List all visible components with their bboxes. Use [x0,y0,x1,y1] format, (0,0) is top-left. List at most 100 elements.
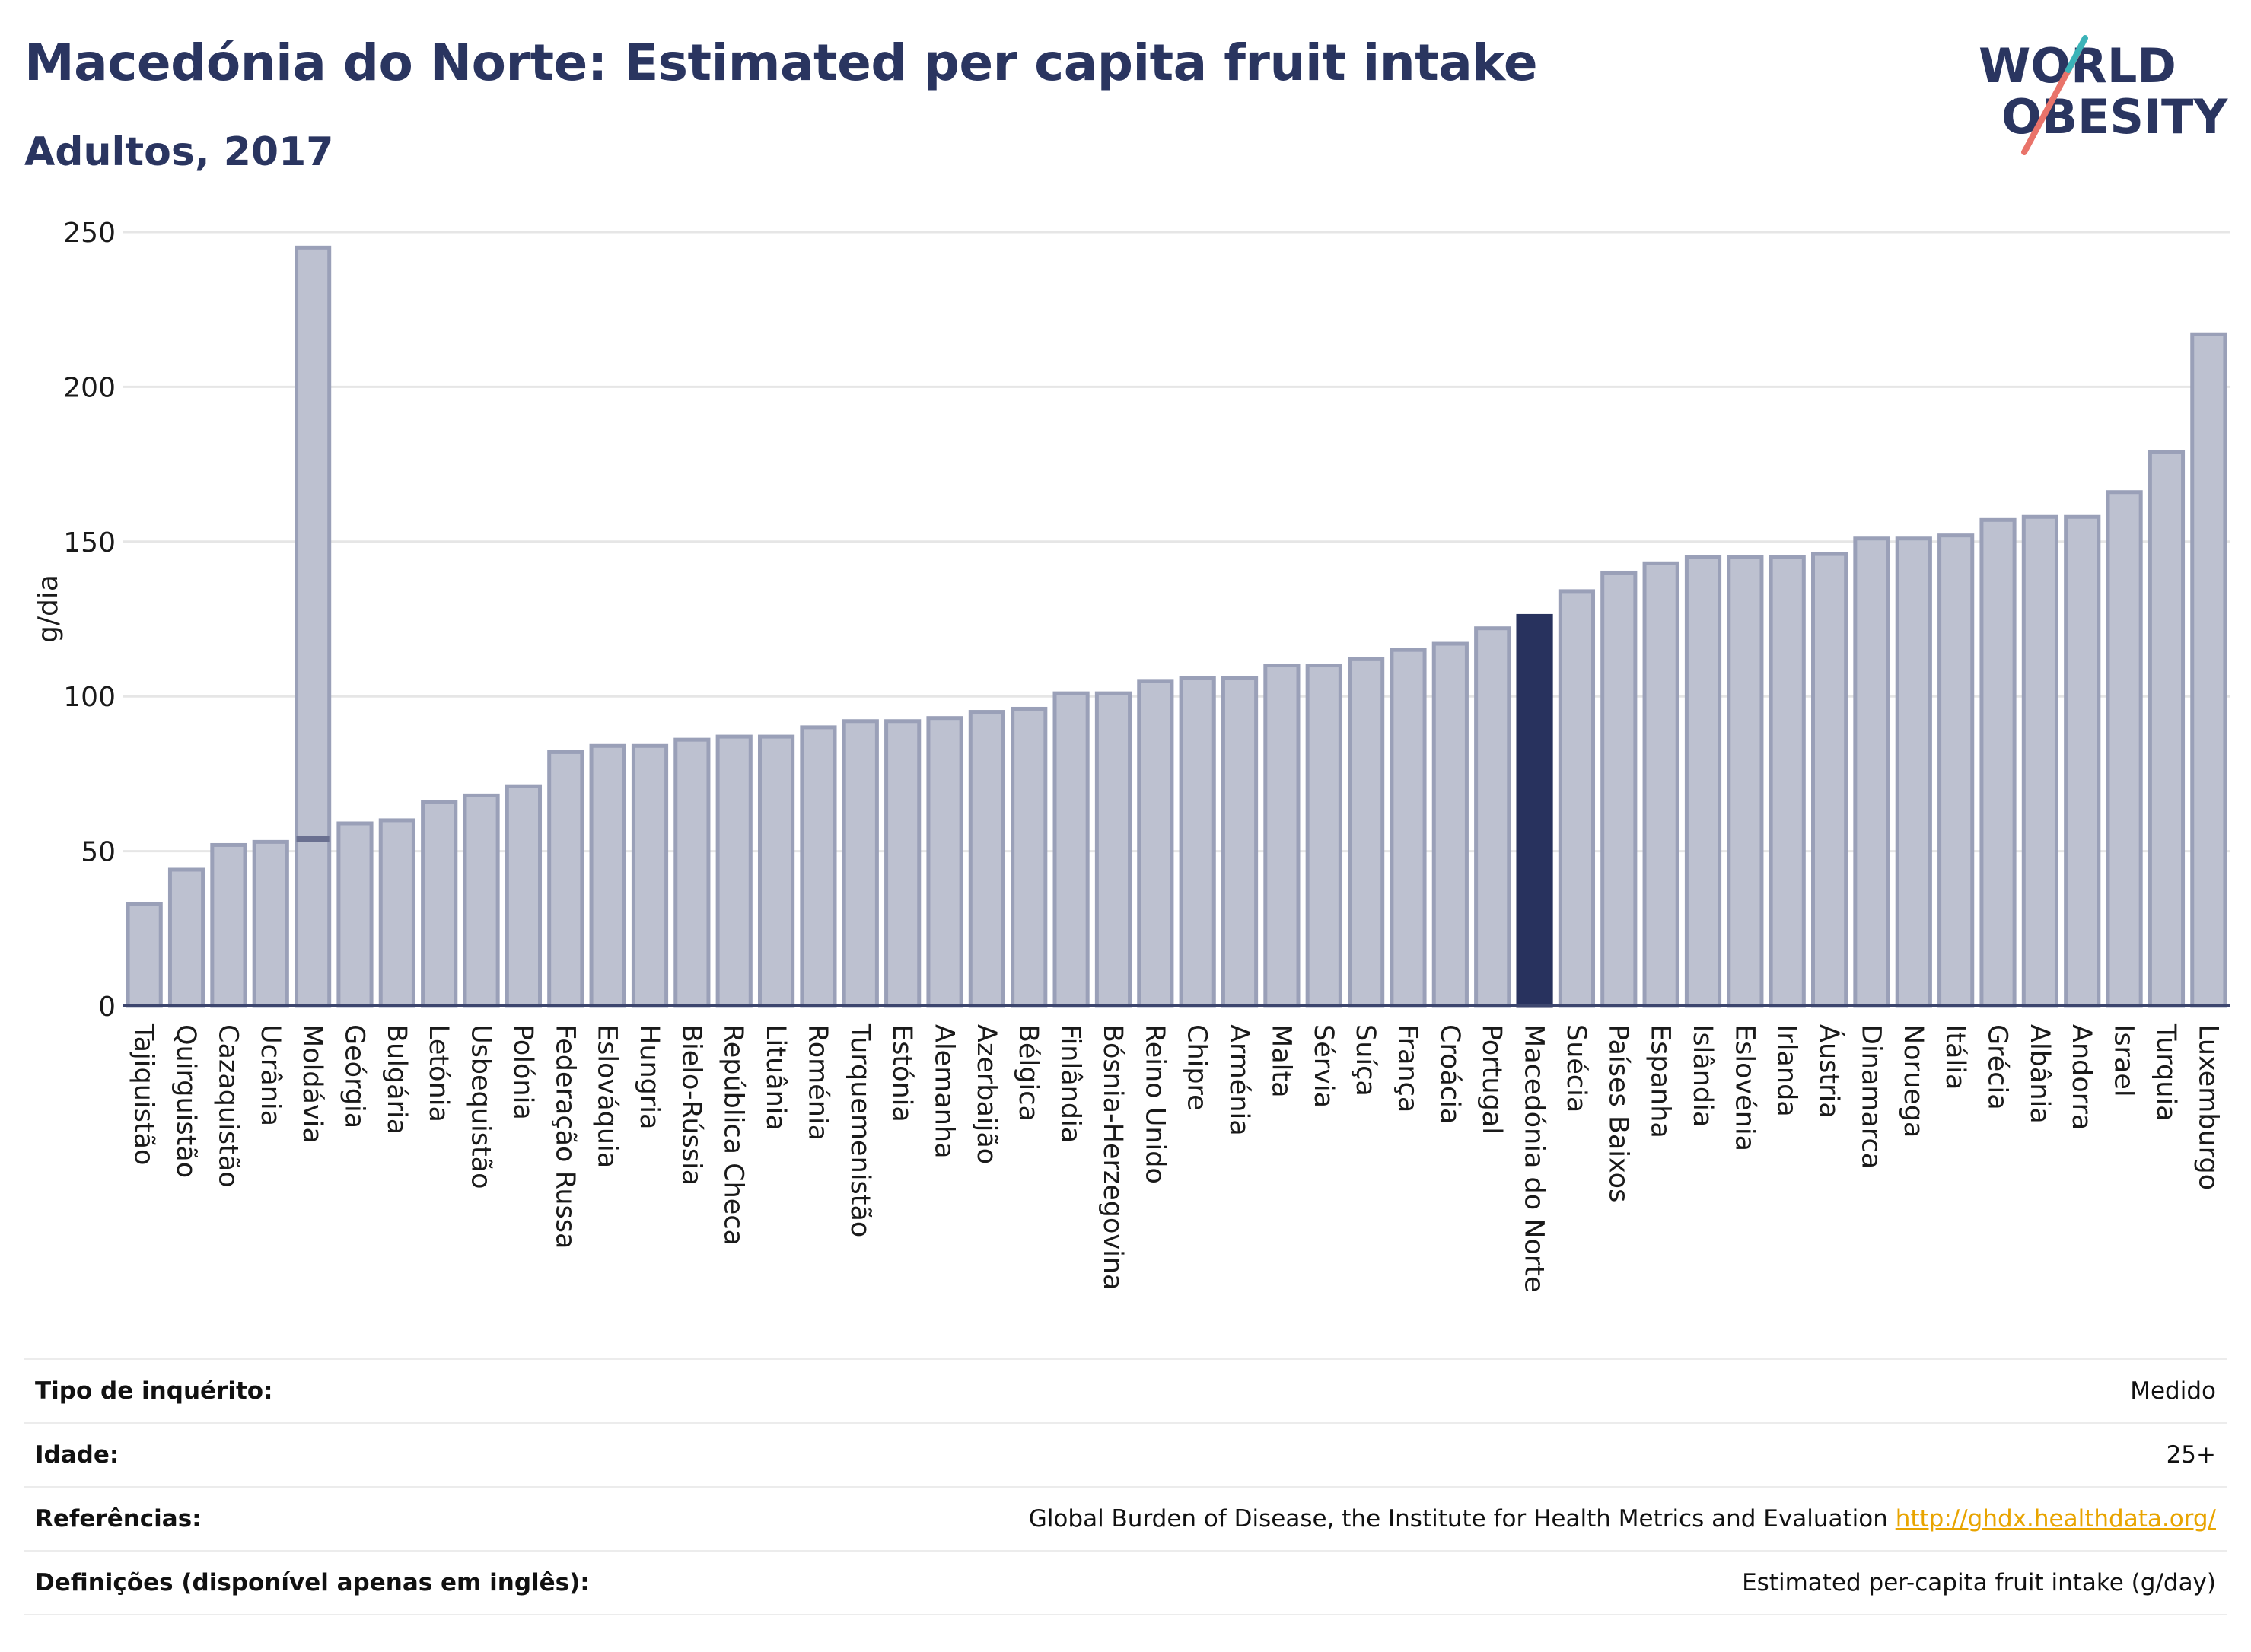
y-tick-label: 0 [98,992,116,1023]
x-tick-label: Portugal [1476,1024,1507,1135]
x-tick-label: Usbequistão [466,1024,496,1189]
bar [1305,664,1342,1008]
x-tick-label: Áustria [1813,1024,1845,1119]
bar [2106,490,2143,1008]
info-value: Medido [2130,1377,2216,1405]
bar [1516,613,1553,1008]
bar [1431,641,1469,1008]
info-table: Tipo de inquérito: Medido Idade: 25+ Ref… [24,1358,2227,1615]
bar [126,902,163,1008]
bar [1348,657,1385,1008]
bar-chart: 0 50 100 150 200 250 g/dia Tajiquistão Quirgui… [33,218,2230,1293]
x-tick-label: Bósnia-Herzegovina [1097,1024,1128,1291]
bar [167,867,205,1008]
bar [1052,691,1090,1008]
x-tick-label: Bélgica [1013,1024,1043,1122]
bar [673,737,711,1008]
bar [547,750,584,1008]
bar [1727,555,1764,1008]
x-tick-label: República Checa [718,1024,749,1246]
bar [715,734,753,1008]
bar [1600,570,1638,1008]
bar [295,245,332,1008]
bar [2064,514,2101,1008]
bar [2021,514,2058,1008]
x-tick-label: Macedónia do Norte [1519,1024,1549,1293]
x-tick-label: Polónia [508,1024,538,1120]
y-tick-label: 150 [63,527,116,559]
logo-line2: OBESITY [2001,89,2228,145]
x-tick-label: Dinamarca [1855,1024,1886,1169]
x-tick-label: Malta [1266,1024,1296,1098]
bar [2190,332,2227,1008]
bar [842,719,879,1008]
info-label: Tipo de inquérito: [35,1377,273,1405]
x-tick-label: Eslovénia [1729,1024,1759,1151]
bar [1558,589,1596,1008]
x-tick-label: Estónia [887,1024,917,1122]
bar [800,725,837,1008]
x-tick-label: Azerbaijão [971,1024,1001,1164]
x-tick-labels: Tajiquistão Quirguistão Cazaquistão Ucrânia… [129,1023,2224,1293]
y-tick-label: 250 [63,218,116,249]
y-axis-label: g/dia [33,575,64,643]
x-tick-label: Reino Unido [1139,1024,1170,1184]
x-tick-label: Hungria [634,1024,664,1129]
bars [126,245,2227,1008]
bar [1094,691,1132,1008]
bar [968,710,1005,1008]
bar [1137,679,1174,1008]
x-tick-label: Islândia [1687,1024,1718,1127]
bar [1179,676,1216,1008]
bar [1937,533,1975,1008]
bar [1263,664,1301,1008]
bar [926,716,963,1008]
x-tick-label: Grécia [1982,1024,2013,1110]
x-tick-label: Bulgária [381,1024,412,1135]
bar [631,743,669,1008]
x-tick-label: Roménia [802,1024,833,1141]
x-tick-label: Quirguistão [170,1024,201,1178]
x-tick-label: Andorra [2066,1024,2097,1130]
x-tick-label: Croácia [1434,1024,1465,1124]
y-tick-label: 100 [63,682,116,713]
x-tick-label: Suécia [1561,1024,1591,1112]
y-tick-labels: 0 50 100 150 200 250 [63,218,116,1023]
x-tick-label: Federação Russa [549,1024,580,1249]
x-tick-label: Noruega [1898,1024,1928,1138]
y-tick-label: 50 [81,837,116,868]
x-tick-label: Cazaquistão [212,1024,243,1188]
x-tick-label: Itália [1940,1024,1970,1090]
bar [252,839,289,1008]
x-tick-label: Chipre [1182,1024,1212,1111]
page-title: Macedónia do Norte: Estimated per capita… [24,33,1538,92]
info-row-survey-type: Tipo de inquérito: Medido [24,1358,2227,1422]
bar [2148,450,2186,1008]
info-label: Idade: [35,1441,119,1469]
bar [757,734,795,1008]
bar [1853,536,1890,1008]
bar [1642,561,1679,1008]
x-tick-label: Turquia [2151,1023,2181,1122]
bar [336,821,374,1008]
info-label: Referências: [35,1505,202,1533]
x-tick-label: Turquemenistão [845,1023,875,1237]
bar [210,842,247,1008]
bar [1390,648,1427,1008]
x-tick-label: Arménia [1224,1024,1254,1136]
bar [884,719,922,1008]
info-value: Estimated per-capita fruit intake (g/day… [1742,1569,2216,1596]
x-tick-label: Letónia [423,1024,454,1122]
bar [1221,676,1259,1008]
y-tick-label: 200 [63,372,116,403]
reference-link[interactable]: http://ghdx.healthdata.org/ [1895,1505,2216,1533]
info-value: Global Burden of Disease, the Institute … [1029,1505,2227,1533]
x-tick-label: Suíça [1350,1024,1380,1097]
x-tick-label: Israel [2109,1024,2139,1097]
bar [1979,517,2017,1008]
reference-text: Global Burden of Disease, the Institute … [1028,1505,1888,1533]
info-row-age: Idade: 25+ [24,1422,2227,1486]
bar [1474,626,1511,1008]
x-tick-label: Alemanha [929,1024,960,1159]
